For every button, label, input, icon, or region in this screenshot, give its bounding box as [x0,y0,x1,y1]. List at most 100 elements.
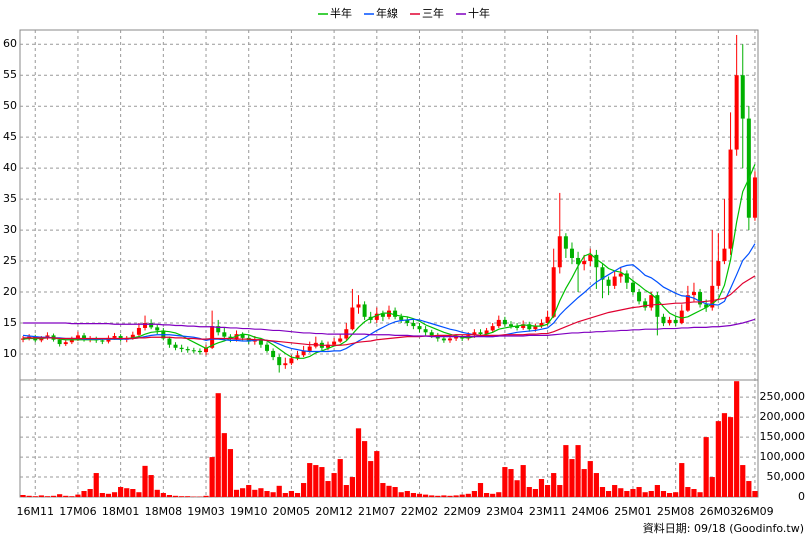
volume-bar [349,477,356,497]
y-tick-label: 10 [3,347,17,360]
volume-bar [612,485,618,497]
volume-bar [252,489,258,497]
volume-bar [697,492,703,497]
candle-body [82,335,87,340]
volume-bar [380,483,386,497]
volume-bar [685,487,691,497]
volume-bar [355,428,362,497]
volume-bar [166,495,173,497]
volume-bar [605,491,612,497]
volume-bar [526,487,532,497]
volume-bar [642,492,648,497]
candle-body [673,319,678,324]
candle-body [399,316,404,320]
candle-body [508,324,513,327]
volume-bar [331,473,337,497]
volume-bar [185,496,191,497]
volume-bar [404,491,410,497]
candle-body [204,347,209,353]
volume-bar [429,495,435,497]
candle-body [740,75,745,119]
candle-body [722,248,727,262]
volume-bar [483,493,490,497]
candle-body [441,338,446,341]
candle-body [216,326,221,333]
volume-bar [288,491,295,497]
candle-body [710,285,715,308]
volume-bar [313,465,319,497]
volume-bar [410,493,416,497]
volume-bar [374,451,380,497]
volume-bar [447,495,453,497]
y2-tick-label: 250,000 [760,390,806,403]
y2-tick-label: 50,000 [767,470,806,483]
volume-bar [477,483,484,497]
ma-line [23,275,756,346]
candle-body [612,276,617,286]
volume-bar [727,417,734,497]
volume-bar [32,496,38,497]
candle-body [667,319,672,324]
volume-bar [691,489,697,497]
legend-label: 十年 [468,6,490,20]
x-tick-label: 19M03 [187,505,225,518]
volume-bar [514,480,520,497]
x-tick-label: 25M01 [614,505,652,518]
x-tick-label: 17M06 [59,505,97,518]
candle-body [39,337,44,341]
candle-body [295,355,300,359]
candle-body [618,273,623,277]
volume-bar [337,459,343,497]
volume-bar [276,485,282,497]
candle-body [746,118,751,218]
candle-body [655,295,660,317]
candle-body [155,327,160,331]
candle-body [698,292,703,305]
volume-bar [221,433,227,497]
volume-bar [538,479,545,497]
volume-bar [386,485,392,497]
legend-label: 三年 [422,6,444,20]
volume-bar [111,492,118,497]
candle-body [258,339,263,345]
candle-body [246,337,251,342]
y-tick-label: 60 [3,37,17,50]
ma-line [23,318,756,338]
y-tick-label: 50 [3,99,17,112]
volume-bar [282,493,288,497]
volume-bar [660,491,667,497]
volume-bar [154,489,160,497]
volume-bar [50,495,57,497]
candle-body [356,304,361,308]
candle-body [69,339,74,343]
candle-body [527,324,532,330]
candle-body [191,350,196,352]
candle-body [210,326,215,348]
volume-bar [544,485,551,497]
candle-body [429,332,434,336]
volume-bar [666,493,673,497]
volume-bar [502,467,508,497]
volume-bar [294,493,301,497]
candle-body [752,177,757,218]
y-tick-label: 45 [3,130,17,143]
volume-bar [148,475,154,497]
candle-body [179,347,184,350]
volume-bar [398,492,404,497]
volume-bar [26,495,32,497]
y-tick-label: 15 [3,316,17,329]
volume-bar [258,488,264,497]
candle-body [545,316,550,324]
volume-bar [746,481,752,497]
candle-body [380,313,385,317]
volume-bar [215,393,221,497]
volume-bar [44,496,51,497]
candle-body [271,350,276,358]
volume-bar [392,487,398,497]
y-tick-label: 25 [3,254,17,267]
volume-bar [465,493,471,497]
volume-bar [581,469,587,497]
volume-bar [136,492,142,497]
volume-bar [87,489,93,497]
volume-bar [721,413,728,497]
